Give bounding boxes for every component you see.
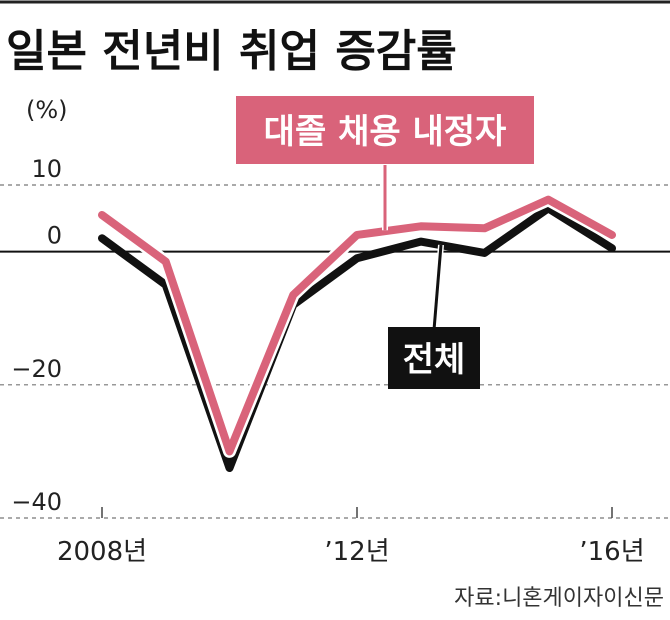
source-label: 자료:니혼게이자이신문 <box>454 586 664 611</box>
y-tick-label: −40 <box>11 488 62 516</box>
series-label-graduate-hires: 대졸 채용 내정자 <box>264 112 507 152</box>
x-tick-label: 2008년 <box>57 537 147 567</box>
y-tick-label: 0 <box>47 222 62 250</box>
series-label-total: 전체 <box>403 340 466 380</box>
x-tick-label: ’16년 <box>579 537 644 567</box>
x-tick-label: ’12년 <box>324 537 389 567</box>
y-tick-label: −20 <box>11 355 62 383</box>
chart-title: 일본 전년비 취업 증감률 <box>6 26 457 77</box>
series-lines <box>102 200 612 469</box>
series-line-total <box>102 208 612 468</box>
y-tick-label: 10 <box>31 155 62 183</box>
y-axis-unit-label: (%) <box>26 96 68 124</box>
